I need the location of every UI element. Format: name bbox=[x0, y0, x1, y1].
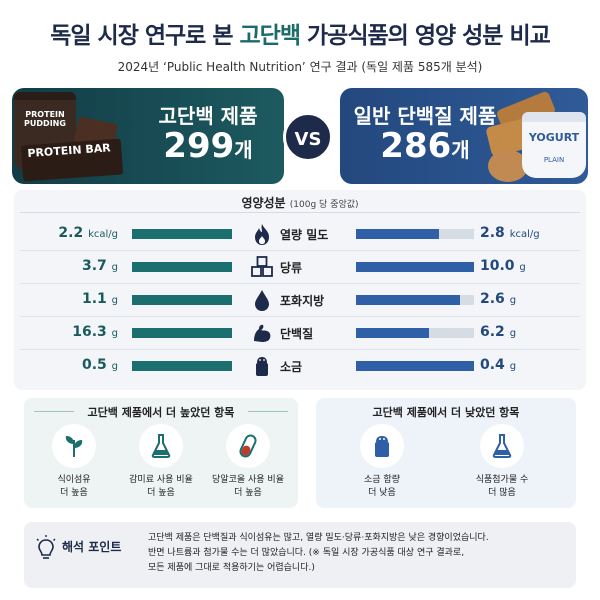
cookie-image bbox=[488, 150, 528, 182]
row-divider bbox=[20, 283, 580, 284]
regular-protein-bar bbox=[356, 229, 439, 239]
value-unit: g bbox=[519, 262, 526, 273]
high-protein-bar bbox=[132, 328, 232, 338]
nutrient-name: 소금 bbox=[280, 360, 303, 374]
sugar-cubes-icon bbox=[251, 256, 273, 277]
high-protein-count: 299개 bbox=[163, 126, 253, 166]
interpretation-text: 고단백 제품은 단백질과 식이섬유는 많고, 열량 밀도·당류·포화지방은 낮은… bbox=[148, 533, 489, 573]
muscle-icon bbox=[254, 324, 271, 342]
vs-badge: VS bbox=[283, 112, 333, 162]
value-number: 10.0 bbox=[480, 258, 515, 274]
value-unit: kcal/g bbox=[509, 229, 540, 240]
value-number: 3.7 bbox=[81, 258, 107, 274]
leaf-icon bbox=[65, 436, 83, 457]
test-tube-icon bbox=[239, 434, 257, 458]
yogurt-image: YOGURT PLAIN bbox=[522, 112, 586, 178]
high-protein-value: 2.2 kcal/g bbox=[28, 225, 118, 241]
value-unit: g bbox=[111, 328, 118, 339]
high-protein-bar bbox=[132, 361, 232, 371]
high-protein-bar bbox=[132, 262, 232, 272]
divider bbox=[34, 411, 74, 412]
lightbulb-icon bbox=[36, 535, 56, 559]
value-unit: g bbox=[509, 361, 517, 372]
regular-protein-value: 10.0 g bbox=[480, 258, 580, 274]
divider bbox=[248, 411, 288, 412]
regular-protein-label: 일반 단백질 제품 bbox=[353, 104, 497, 128]
nutrition-header: 영양성분 (100g 당 중앙값) bbox=[241, 196, 359, 210]
higher-items-title: 고단백 제품에서 더 높았던 항목 bbox=[87, 406, 235, 419]
value-unit: g bbox=[111, 295, 118, 306]
row-divider bbox=[20, 349, 580, 350]
value-unit: g bbox=[111, 262, 118, 273]
lower-items-title: 고단백 제품에서 더 낮았던 항목 bbox=[372, 406, 520, 419]
high-protein-value: 16.3 g bbox=[28, 324, 118, 340]
flame-icon bbox=[255, 224, 269, 245]
flask-icon bbox=[151, 434, 171, 458]
value-number: 2.6 bbox=[480, 291, 505, 307]
salt-item: 소금 함량 더 낮음 bbox=[342, 424, 422, 500]
value-number: 0.4 bbox=[480, 357, 505, 373]
nutrient-row: 1.1 g 포화지방 2.6 g bbox=[0, 286, 600, 314]
high-protein-value: 1.1 g bbox=[28, 291, 118, 307]
nutrient-name: 단백질 bbox=[280, 327, 314, 341]
high-protein-bar bbox=[132, 295, 232, 305]
value-number: 2.2 bbox=[58, 225, 84, 241]
nutrient-row: 16.3 g 단백질 6.2 g bbox=[0, 319, 600, 347]
value-unit: g bbox=[111, 361, 118, 372]
interpretation-heading: 해석 포인트 bbox=[62, 540, 122, 554]
nutrient-name: 열량 밀도 bbox=[280, 228, 329, 242]
row-divider bbox=[20, 316, 580, 317]
nutrient-row: 3.7 g 당류 10.0 g bbox=[0, 253, 600, 281]
nutrient-name: 포화지방 bbox=[280, 294, 325, 308]
nutrient-row: 2.2 kcal/g 열량 밀도 2.8 kcal/g bbox=[0, 220, 600, 248]
value-unit: g bbox=[509, 295, 517, 306]
value-number: 6.2 bbox=[480, 324, 505, 340]
page-title: 독일 시장 연구로 본 고단백 가공식품의 영양 성분 비교 bbox=[50, 23, 551, 49]
regular-protein-bar bbox=[356, 262, 474, 272]
sweetener-item: 감미료 사용 비율 더 높음 bbox=[121, 424, 201, 500]
nutrient-row: 0.5 g 소금 0.4 g bbox=[0, 352, 600, 380]
value-number: 2.8 bbox=[480, 225, 505, 241]
higher-items-box: 고단백 제품에서 더 높았던 항목 식이섬유 더 높음 감미료 사용 비율 더 높음… bbox=[24, 398, 298, 508]
salt-shaker-icon bbox=[256, 357, 268, 376]
nutrient-name: 당류 bbox=[280, 261, 303, 275]
value-unit: kcal/g bbox=[88, 229, 118, 240]
value-number: 1.1 bbox=[81, 291, 107, 307]
regular-protein-value: 2.6 g bbox=[480, 291, 580, 307]
flask-icon bbox=[492, 434, 512, 458]
high-protein-value: 3.7 g bbox=[28, 258, 118, 274]
high-protein-value: 0.5 g bbox=[28, 357, 118, 373]
value-number: 16.3 bbox=[72, 324, 107, 340]
value-number: 0.5 bbox=[81, 357, 107, 373]
regular-protein-bar bbox=[356, 295, 460, 305]
nutrition-panel bbox=[14, 190, 586, 390]
droplet-icon bbox=[255, 290, 269, 311]
value-unit: g bbox=[509, 328, 517, 339]
regular-protein-value: 2.8 kcal/g bbox=[480, 225, 580, 241]
interpretation-panel: 해석 포인트 고단백 제품은 단백질과 식이섬유는 많고, 열량 밀도·당류·포… bbox=[24, 522, 576, 588]
sugar-alcohol-item: 당알코올 사용 비율 더 높음 bbox=[208, 424, 288, 500]
page-subtitle: 2024년 ‘Public Health Nutrition’ 연구 결과 (독… bbox=[117, 60, 483, 74]
regular-protein-count: 286개 bbox=[380, 126, 470, 166]
regular-protein-value: 6.2 g bbox=[480, 324, 580, 340]
high-protein-label: 고단백 제품 bbox=[158, 104, 258, 128]
protein-bar-image: PROTEIN BAR bbox=[20, 138, 124, 182]
high-protein-bar bbox=[132, 229, 232, 239]
regular-protein-value: 0.4 g bbox=[480, 357, 580, 373]
divider bbox=[20, 212, 580, 213]
regular-protein-bar bbox=[356, 361, 474, 371]
fiber-item: 식이섬유 더 높음 bbox=[34, 424, 114, 500]
regular-protein-bar bbox=[356, 328, 429, 338]
salt-shaker-icon bbox=[375, 436, 389, 457]
row-divider bbox=[20, 250, 580, 251]
